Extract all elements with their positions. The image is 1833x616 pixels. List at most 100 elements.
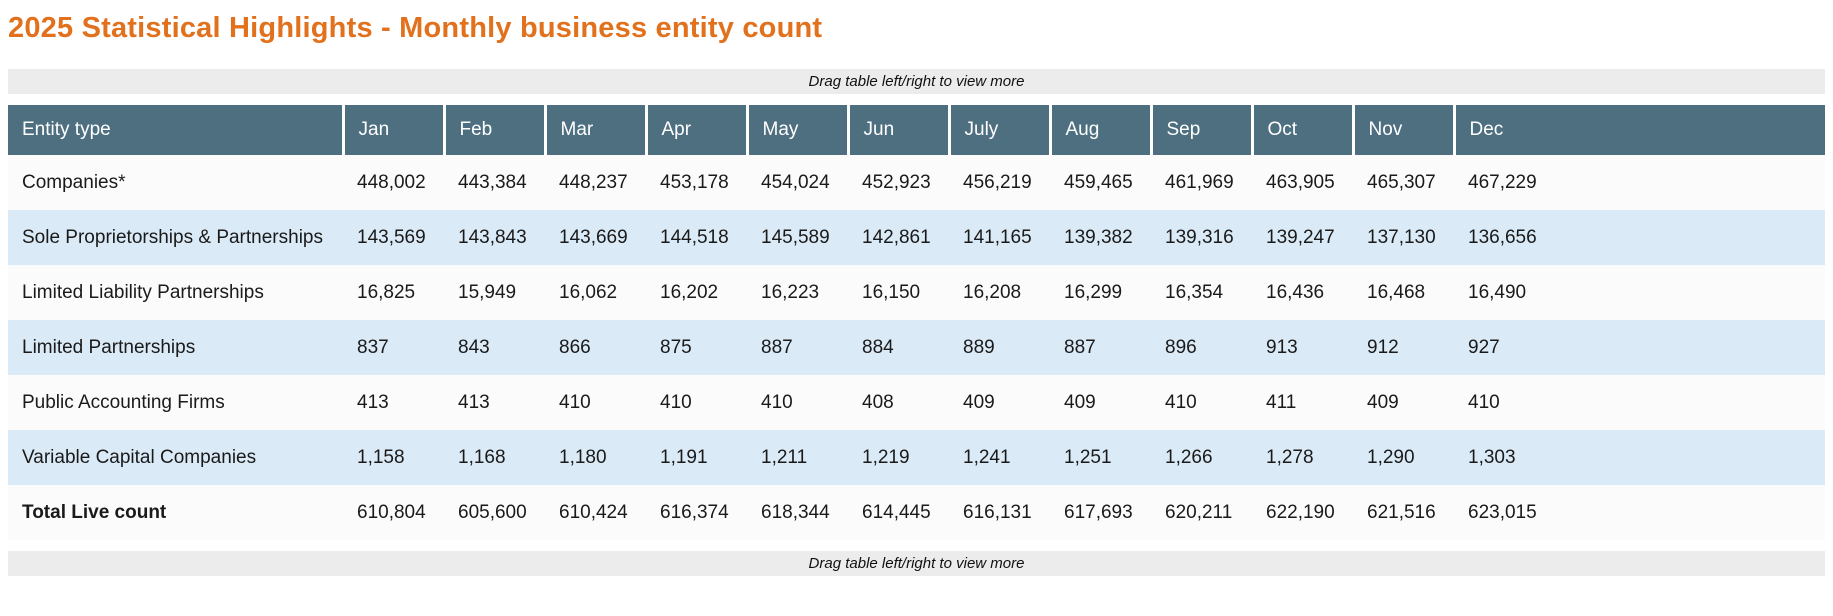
cell-value: 136,656 <box>1468 226 1537 248</box>
drag-hint-bar-bottom: Drag table left/right to view more <box>8 551 1825 576</box>
cell-value: 1,278 <box>1266 446 1314 468</box>
cell-value: 1,191 <box>660 446 708 468</box>
table-body: Companies* 448,002 443,384 448,237 453,178 45… <box>8 155 1825 540</box>
cell-value: 443,384 <box>458 171 527 193</box>
row-label: Limited Partnerships <box>22 336 196 358</box>
cell-value: 467,229 <box>1468 171 1537 193</box>
cell-value: 623,015 <box>1468 501 1537 523</box>
cell-value: 1,211 <box>761 446 808 468</box>
statistics-page: 2025 Statistical Highlights - Monthly bu… <box>8 12 1825 576</box>
cell-value: 837 <box>357 336 389 358</box>
drag-hint-bar-top: Drag table left/right to view more <box>8 69 1825 94</box>
cell-value: 465,307 <box>1367 171 1436 193</box>
cell-value: 1,219 <box>862 446 910 468</box>
cell-value: 912 <box>1367 336 1399 358</box>
cell-value: 617,693 <box>1064 501 1133 523</box>
table-row: Limited Partnerships 837 843 866 875 887 884 88… <box>8 320 1825 375</box>
table-row: Sole Proprietorships & Partnerships 143,5… <box>8 210 1825 265</box>
cell-value: 610,804 <box>357 501 426 523</box>
cell-value: 927 <box>1468 336 1500 358</box>
row-label: Variable Capital Companies <box>22 446 257 468</box>
cell-value: 144,518 <box>660 226 729 248</box>
row-label: Companies* <box>22 171 126 193</box>
cell-value: 448,002 <box>357 171 426 193</box>
cell-value: 866 <box>559 336 591 358</box>
cell-value: 139,247 <box>1266 226 1335 248</box>
entity-count-table: Entity type Jan Feb Mar Apr May Jun July Aug Sep O… <box>8 105 1825 540</box>
table-header-row: Entity type Jan Feb Mar Apr May Jun July Aug Sep O… <box>8 105 1825 155</box>
cell-value: 16,468 <box>1367 281 1426 303</box>
cell-value: 408 <box>862 391 894 413</box>
cell-value: 887 <box>1064 336 1096 358</box>
cell-value: 616,374 <box>660 501 729 523</box>
cell-value: 145,589 <box>761 226 830 248</box>
cell-value: 610,424 <box>559 501 628 523</box>
cell-value: 887 <box>761 336 793 358</box>
page-title: 2025 Statistical Highlights - Monthly bu… <box>8 12 823 44</box>
cell-value: 411 <box>1266 391 1297 413</box>
cell-value: 16,825 <box>357 281 416 303</box>
col-header-month: Mar <box>543 105 646 155</box>
row-label: Total Live count <box>22 501 167 523</box>
cell-value: 410 <box>1468 391 1500 413</box>
col-header-month: Nov <box>1351 105 1454 155</box>
cell-value: 410 <box>1165 391 1197 413</box>
cell-value: 1,168 <box>458 446 506 468</box>
cell-value: 137,130 <box>1367 226 1436 248</box>
cell-value: 139,382 <box>1064 226 1133 248</box>
col-header-entity-type: Entity type <box>8 105 343 155</box>
cell-value: 616,131 <box>963 501 1032 523</box>
cell-value: 16,208 <box>963 281 1022 303</box>
cell-value: 452,923 <box>862 171 931 193</box>
cell-value: 143,843 <box>458 226 527 248</box>
cell-value: 16,299 <box>1064 281 1123 303</box>
col-header-month: Oct <box>1250 105 1353 155</box>
cell-value: 884 <box>862 336 894 358</box>
cell-value: 605,600 <box>458 501 527 523</box>
cell-value: 620,211 <box>1165 501 1233 523</box>
cell-value: 1,180 <box>559 446 607 468</box>
col-header-month: Jan <box>341 105 444 155</box>
col-header-month: Feb <box>442 105 545 155</box>
cell-value: 16,202 <box>660 281 719 303</box>
table-row: Limited Liability Partnerships 16,825 15,9… <box>8 265 1825 320</box>
cell-value: 1,158 <box>357 446 405 468</box>
cell-value: 1,290 <box>1367 446 1415 468</box>
col-header-month: Jun <box>846 105 949 155</box>
cell-value: 16,436 <box>1266 281 1325 303</box>
cell-value: 454,024 <box>761 171 830 193</box>
cell-value: 622,190 <box>1266 501 1335 523</box>
cell-value: 843 <box>458 336 490 358</box>
cell-value: 463,905 <box>1266 171 1335 193</box>
col-header-month: Aug <box>1048 105 1151 155</box>
entity-table-scroll-area[interactable]: Entity type Jan Feb Mar Apr May Jun July Aug Sep O… <box>8 105 1825 540</box>
cell-value: 889 <box>963 336 995 358</box>
cell-value: 1,266 <box>1165 446 1213 468</box>
cell-value: 448,237 <box>559 171 628 193</box>
cell-value: 410 <box>559 391 591 413</box>
col-header-month: Sep <box>1149 105 1252 155</box>
cell-value: 875 <box>660 336 692 358</box>
cell-value: 143,669 <box>559 226 628 248</box>
cell-value: 143,569 <box>357 226 426 248</box>
cell-value: 15,949 <box>458 281 517 303</box>
cell-value: 410 <box>660 391 692 413</box>
cell-value: 461,969 <box>1165 171 1234 193</box>
drag-hint-text-bottom: Drag table left/right to view more <box>808 555 1025 572</box>
cell-value: 413 <box>357 391 389 413</box>
row-label: Limited Liability Partnerships <box>22 281 264 303</box>
drag-hint-text-top: Drag table left/right to view more <box>808 73 1025 90</box>
cell-value: 16,490 <box>1468 281 1527 303</box>
table-row: Companies* 448,002 443,384 448,237 453,178 45… <box>8 155 1825 210</box>
cell-value: 1,303 <box>1468 446 1516 468</box>
table-row: Variable Capital Companies 1,158 1,168 1,18… <box>8 430 1825 485</box>
cell-value: 409 <box>1064 391 1096 413</box>
cell-value: 1,241 <box>963 446 1011 468</box>
cell-value: 896 <box>1165 336 1197 358</box>
cell-value: 139,316 <box>1165 226 1234 248</box>
table-row: Public Accounting Firms 413 413 410 410 410 40… <box>8 375 1825 430</box>
cell-value: 409 <box>963 391 995 413</box>
cell-value: 453,178 <box>660 171 729 193</box>
col-header-month: July <box>947 105 1050 155</box>
cell-value: 16,150 <box>862 281 921 303</box>
